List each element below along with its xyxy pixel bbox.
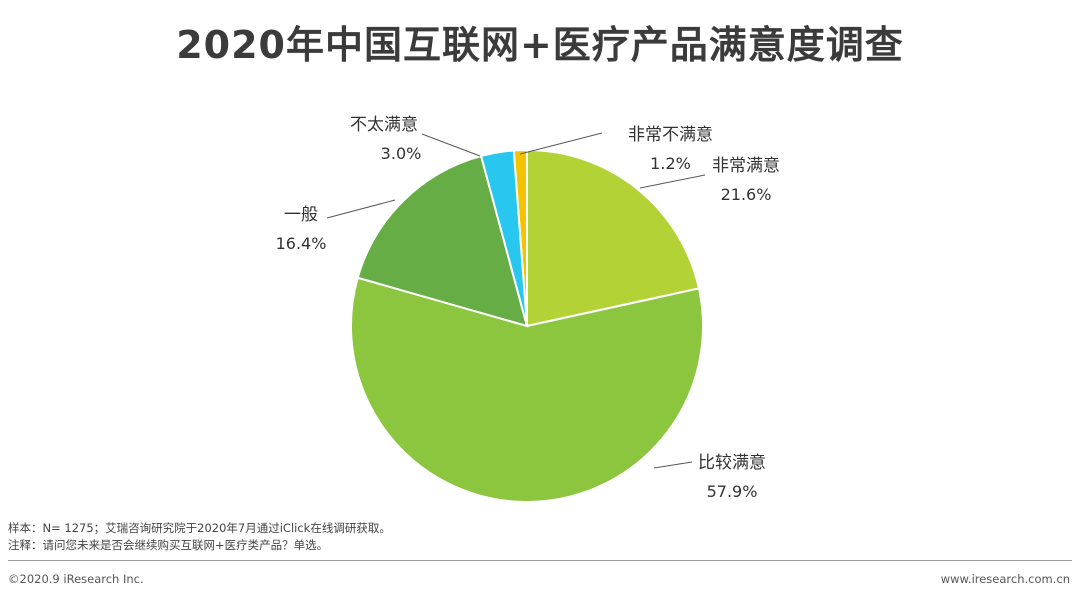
slice-value-fairly-satisfied: 57.9% [707, 482, 758, 501]
pie-slice-neutral [356, 154, 529, 328]
slice-label-very-dissatisfied: 非常不满意 [628, 125, 713, 145]
leader-line-fairly-satisfied [653, 461, 693, 469]
footer-divider [8, 560, 1072, 561]
slice-value-neutral: 16.4% [276, 234, 327, 253]
slice-label-very-satisfied: 非常满意 [712, 156, 780, 176]
sample-note: 样本：N= 1275；艾瑞咨询研究院于2020年7月通过iClick在线调研获取… [8, 521, 391, 535]
pie-chart: 非常不满意 1.2% 非常满意 21.6% 比较满意 57.9% 一般 16.4% 不太满意 3.… [276, 115, 780, 503]
leader-line-very-satisfied [639, 174, 706, 189]
website-url: www.iresearch.com.cn [940, 572, 1070, 586]
chart-title: 2020年中国互联网+医疗产品满意度调查 [176, 23, 904, 67]
slice-label-fairly-satisfied: 比较满意 [698, 453, 766, 473]
pie-slice-fairly-satisfied [350, 276, 704, 503]
leader-line-neutral [326, 199, 396, 219]
leader-line-somewhat-dissatisfied [421, 133, 481, 157]
pie-slice-very-satisfied [526, 148, 701, 328]
slice-label-neutral: 一般 [284, 205, 318, 225]
slice-value-very-dissatisfied: 1.2% [650, 154, 691, 173]
copyright: ©2020.9 iResearch Inc. [8, 572, 144, 586]
slice-value-very-satisfied: 21.6% [721, 185, 772, 204]
slice-label-somewhat-dissatisfied: 不太满意 [350, 115, 418, 135]
chart-notes: 样本：N= 1275；艾瑞咨询研究院于2020年7月通过iClick在线调研获取… [8, 520, 391, 554]
question-note: 注释：请问您未来是否会继续购买互联网+医疗类产品？单选。 [8, 538, 329, 552]
leader-line-very-dissatisfied [519, 132, 603, 155]
slice-value-somewhat-dissatisfied: 3.0% [381, 144, 422, 163]
pie-slice-somewhat-dissatisfied [479, 149, 528, 327]
